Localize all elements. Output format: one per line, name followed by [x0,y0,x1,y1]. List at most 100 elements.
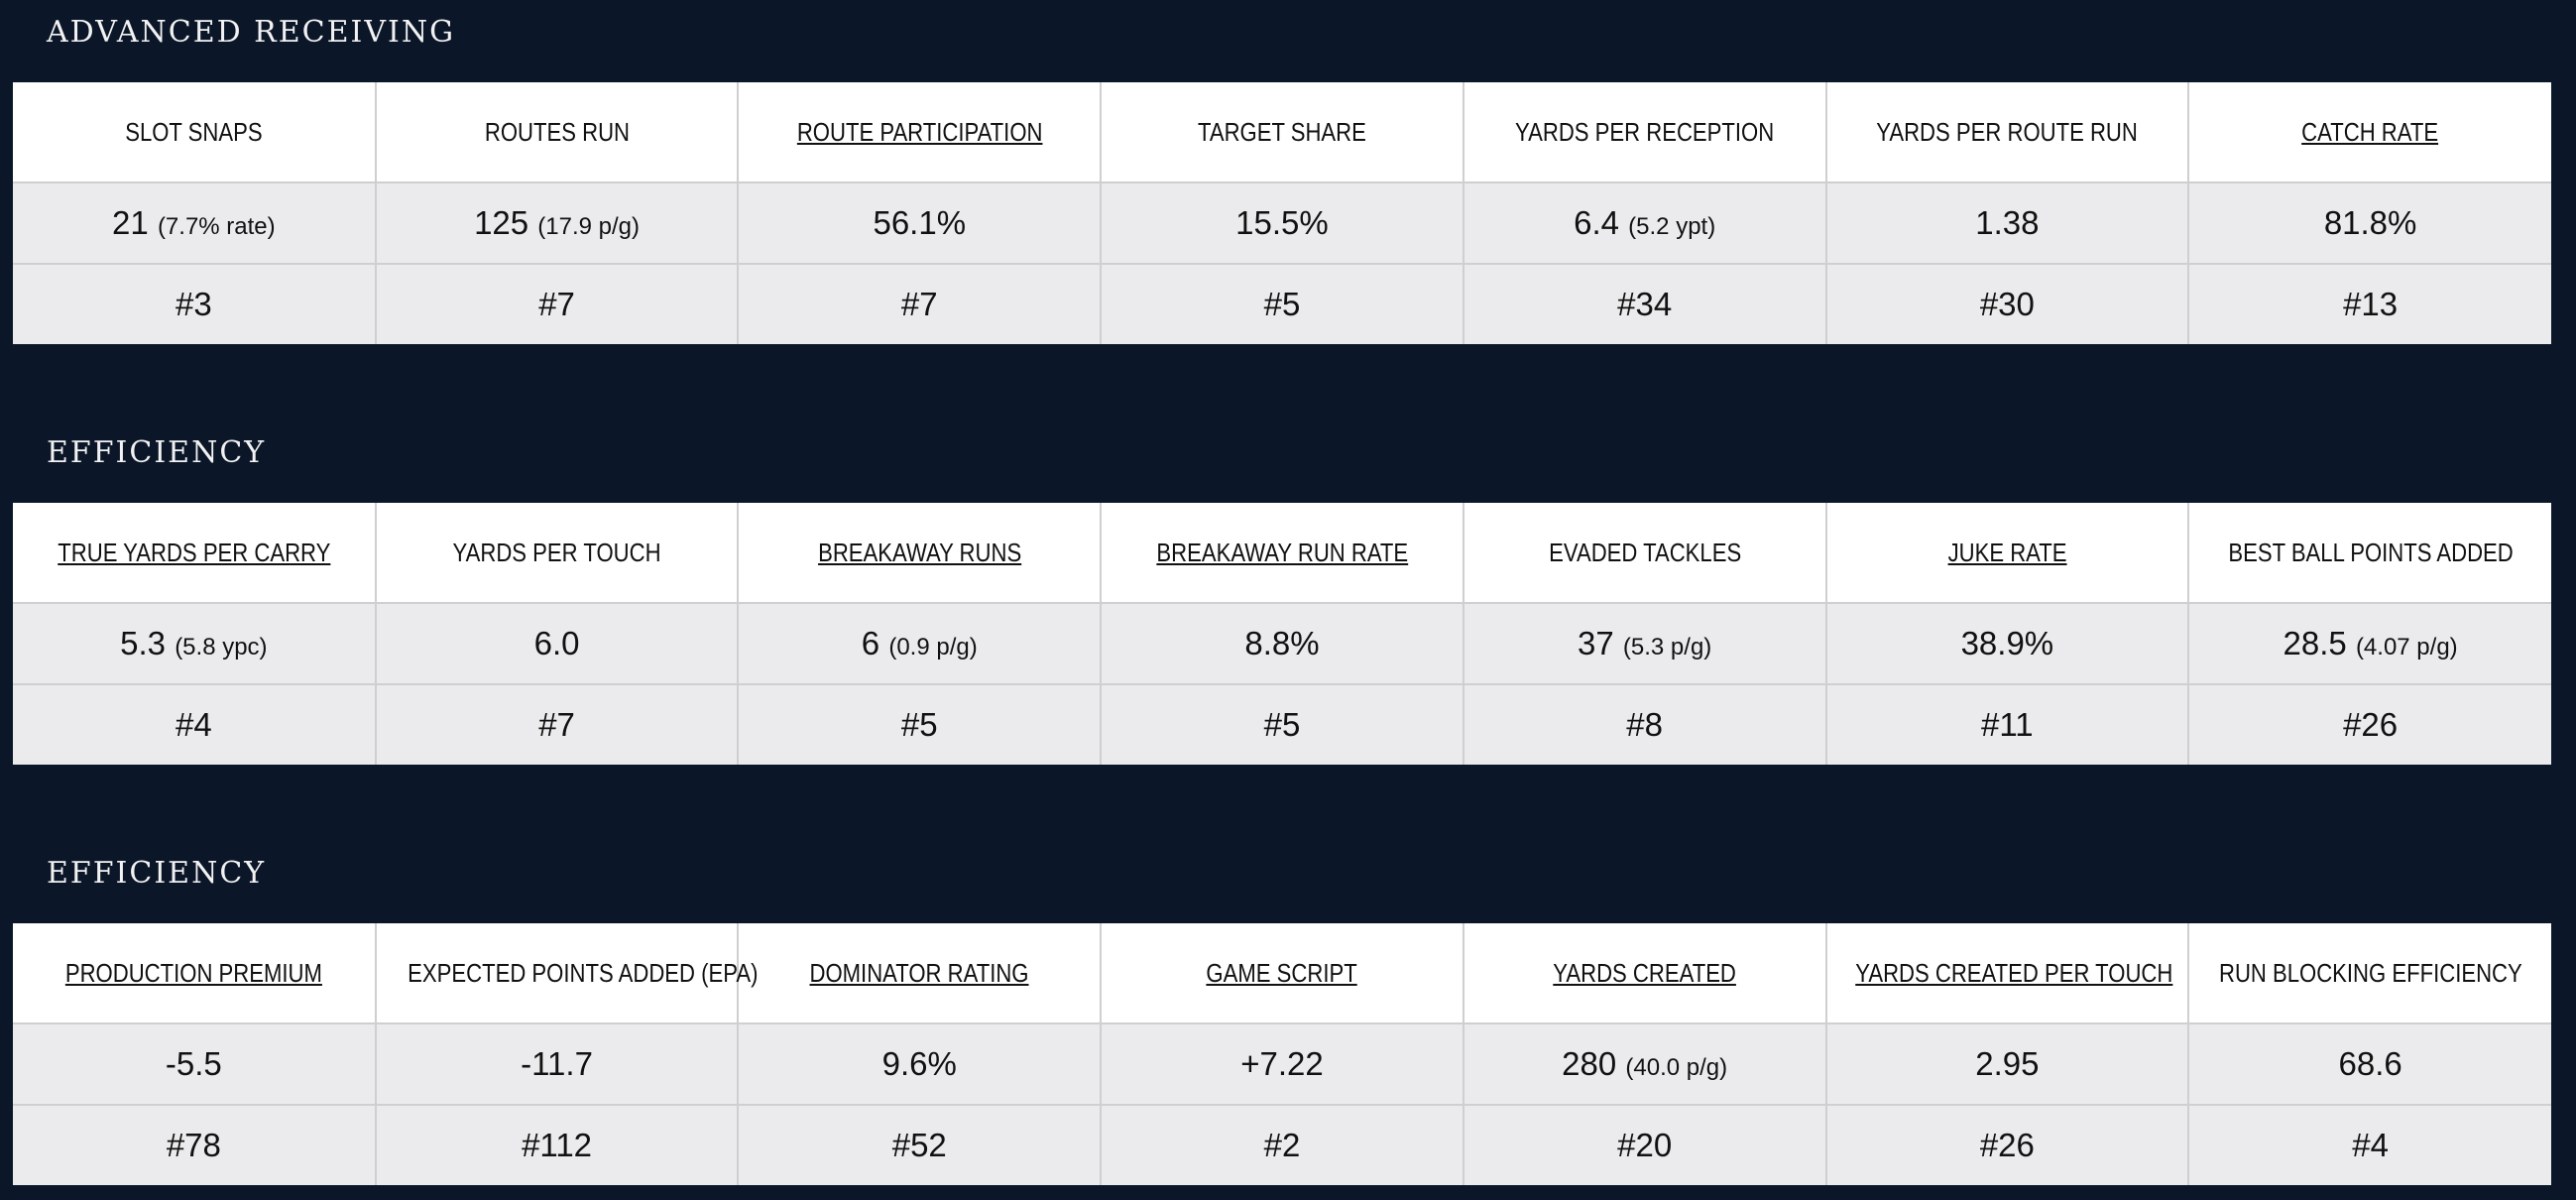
value-text: 6 [861,625,880,661]
value-cell: 15.5% [1100,181,1464,264]
header-link[interactable]: BREAKAWAY RUNS [817,537,1021,567]
column-header[interactable]: TRUE YARDS PER CARRY [13,503,376,603]
value-text: 125 [474,204,529,241]
value-cell: -11.7 [374,1022,739,1105]
value-cell: 2.95 [1824,1022,2189,1105]
header-row: SLOT SNAPS ROUTES RUN ROUTE PARTICIPATION T… [13,82,2551,182]
stats-section: EFFICIENCY TRUE YARDS PER CARRY YARDS PER … [0,420,2576,765]
value-cell: 21 (7.7% rate) [13,181,376,264]
header-link[interactable]: CATCH RATE [2301,116,2439,147]
column-header[interactable]: ROUTE PARTICIPATION [737,82,1102,182]
value-row: 5.3 (5.8 ypc) 6.0 6 (0.9 p/g) 8.8% 37 (5.3 p… [13,602,2551,684]
value-cell: 9.6% [737,1022,1102,1105]
rank-cell: #11 [1824,683,2189,765]
rank-row: #78 #112 #52 #2 #20 #26 #4 [13,1104,2551,1185]
column-header: YARDS PER ROUTE RUN [1824,82,2189,182]
rank-cell: #78 [13,1104,376,1185]
value-cell: 37 (5.3 p/g) [1462,602,1826,684]
value-cell: 125 (17.9 p/g) [374,181,739,264]
stats-section: ADVANCED RECEIVING SLOT SNAPS ROUTES RUN RO… [0,0,2576,344]
rank-cell: #7 [374,683,739,765]
column-header: YARDS PER RECEPTION [1462,82,1826,182]
header-link[interactable]: ROUTE PARTICIPATION [796,116,1043,147]
header-link[interactable]: GAME SCRIPT [1206,957,1358,988]
value-sub: (7.7% rate) [157,213,276,240]
column-header[interactable]: BREAKAWAY RUN RATE [1100,503,1464,603]
value-text: -11.7 [521,1045,593,1082]
column-header[interactable]: JUKE RATE [1824,503,2189,603]
header-row: TRUE YARDS PER CARRY YARDS PER TOUCH BREAK… [13,503,2551,603]
header-link[interactable]: BREAKAWAY RUN RATE [1156,537,1408,567]
rank-cell: #4 [2187,1104,2551,1185]
value-text: 6.0 [533,625,580,661]
rank-cell: #26 [1824,1104,2189,1185]
column-header[interactable]: YARDS CREATED [1462,923,1826,1023]
value-text: 1.38 [1975,204,2040,241]
value-cell: 28.5 (4.07 p/g) [2187,602,2551,684]
value-text: 37 [1578,625,1614,661]
column-header[interactable]: CATCH RATE [2187,82,2551,182]
column-header: RUN BLOCKING EFFICIENCY [2187,923,2551,1023]
column-header[interactable]: BREAKAWAY RUNS [737,503,1102,603]
value-cell: 1.38 [1824,181,2189,264]
section-title: EFFICIENCY [47,435,267,470]
header-row: PRODUCTION PREMIUM EXPECTED POINTS ADDED … [13,923,2551,1023]
value-sub: (5.8 ypc) [175,634,268,660]
header-text: TARGET SHARE [1198,116,1366,147]
rank-cell: #112 [374,1104,739,1185]
header-link[interactable]: DOMINATOR RATING [809,957,1029,988]
rank-cell: #5 [737,683,1102,765]
value-sub: (5.3 p/g) [1622,634,1712,660]
value-row: 21 (7.7% rate) 125 (17.9 p/g) 56.1% 15.5% 6.… [13,181,2551,264]
value-cell: 68.6 [2187,1022,2551,1105]
value-cell: 38.9% [1824,602,2189,684]
value-cell: 6 (0.9 p/g) [737,602,1102,684]
column-header: BEST BALL POINTS ADDED [2187,503,2551,603]
stats-table: PRODUCTION PREMIUM EXPECTED POINTS ADDED … [13,923,2551,1185]
header-link[interactable]: PRODUCTION PREMIUM [64,957,322,988]
rank-cell: #52 [737,1104,1102,1185]
column-header: TARGET SHARE [1100,82,1464,182]
section-title: EFFICIENCY [47,856,267,891]
value-sub: (40.0 p/g) [1625,1054,1728,1081]
rank-cell: #5 [1100,683,1464,765]
value-cell: +7.22 [1100,1022,1464,1105]
column-header[interactable]: DOMINATOR RATING [737,923,1102,1023]
stats-table: SLOT SNAPS ROUTES RUN ROUTE PARTICIPATION T… [13,82,2551,344]
value-cell: 6.0 [374,602,739,684]
column-header[interactable]: YARDS CREATED PER TOUCH [1824,923,2189,1023]
value-text: 6.4 [1574,204,1619,241]
header-link[interactable]: YARDS CREATED [1553,957,1736,988]
header-text: YARDS PER TOUCH [452,537,661,567]
rank-row: #3 #7 #7 #5 #34 #30 #13 [13,263,2551,344]
value-cell: 81.8% [2187,181,2551,264]
value-text: 38.9% [1960,625,2054,661]
value-sub: (0.9 p/g) [888,634,978,660]
value-text: 21 [112,204,149,241]
rank-cell: #5 [1100,263,1464,344]
column-header: SLOT SNAPS [13,82,376,182]
value-text: -5.5 [165,1045,222,1082]
column-header: YARDS PER TOUCH [374,503,739,603]
rank-cell: #3 [13,263,376,344]
header-link[interactable]: YARDS CREATED PER TOUCH [1854,957,2172,988]
column-header: ROUTES RUN [374,82,739,182]
column-header[interactable]: PRODUCTION PREMIUM [13,923,376,1023]
value-sub: (4.07 p/g) [2355,634,2458,660]
value-cell: 8.8% [1100,602,1464,684]
rank-cell: #7 [737,263,1102,344]
value-cell: 5.3 (5.8 ypc) [13,602,376,684]
column-header: EVADED TACKLES [1462,503,1826,603]
column-header[interactable]: GAME SCRIPT [1100,923,1464,1023]
header-link[interactable]: TRUE YARDS PER CARRY [57,537,330,567]
value-text: 28.5 [2283,625,2347,661]
value-sub: (5.2 ypt) [1628,213,1716,240]
header-link[interactable]: JUKE RATE [1947,537,2067,567]
value-text: 9.6% [881,1045,957,1082]
column-header: EXPECTED POINTS ADDED (EPA) [374,923,758,1023]
rank-cell: #34 [1462,263,1826,344]
header-text: ROUTES RUN [484,116,630,147]
value-text: 280 [1562,1045,1617,1082]
